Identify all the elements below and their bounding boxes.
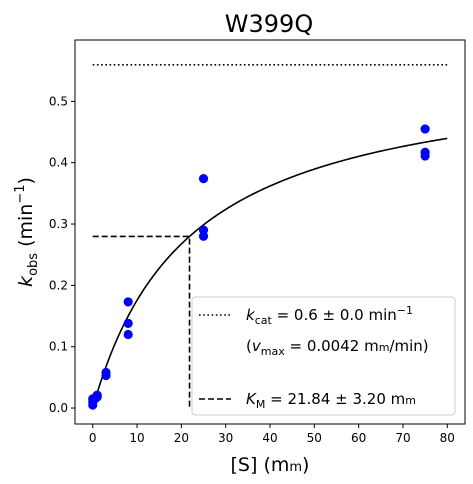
legend-kcat-label: kcat = 0.6 ± 0.0 min−1 bbox=[246, 304, 413, 327]
legend-vmax-label: (vmax = 0.0042 mm/min) bbox=[246, 337, 429, 358]
y-axis-label-sub: obs bbox=[26, 253, 41, 276]
legend: kcat = 0.6 ± 0.0 min−1 (vmax = 0.0042 mm… bbox=[191, 296, 456, 416]
legend-km-text: = 21.84 ± 3.20 m bbox=[265, 390, 405, 408]
x-tick-label: 60 bbox=[351, 431, 366, 445]
legend-vmax-sub: max bbox=[261, 345, 285, 358]
data-point bbox=[123, 329, 133, 340]
legend-vmax-text: = 0.0042 m bbox=[285, 337, 379, 355]
data-point bbox=[92, 390, 102, 400]
plot-area bbox=[88, 63, 448, 410]
x-tick-label: 50 bbox=[307, 431, 322, 445]
curves bbox=[91, 63, 448, 409]
legend-kcat-k: k bbox=[246, 306, 256, 324]
x-axis-label-main: [S] (m bbox=[231, 454, 290, 476]
y-tick-label: 0.5 bbox=[49, 94, 68, 108]
legend-vmax-open: ( bbox=[246, 337, 252, 355]
legend-km-k: K bbox=[246, 390, 257, 408]
x-tick-label: 20 bbox=[174, 431, 189, 445]
legend-km-label: KM = 21.84 ± 3.20 mm bbox=[246, 390, 416, 411]
legend-km-sub: M bbox=[256, 398, 266, 411]
y-axis-label-sup: −1 bbox=[13, 184, 28, 203]
x-tick-label: 80 bbox=[440, 431, 455, 445]
x-tick-label: 40 bbox=[262, 431, 277, 445]
y-axis-ticks: 0.0 0.1 0.2 0.3 0.4 0.5 bbox=[49, 94, 75, 415]
data-point bbox=[101, 367, 111, 378]
data-point bbox=[123, 297, 133, 307]
legend-vmax-close: /min) bbox=[389, 337, 428, 355]
x-tick-label: 70 bbox=[395, 431, 410, 445]
data-point bbox=[420, 124, 430, 134]
x-axis-ticks: 0 10 20 30 40 50 60 70 80 bbox=[89, 424, 455, 445]
legend-vmax-unit: m bbox=[379, 341, 390, 354]
legend-vmax-v: v bbox=[252, 337, 262, 355]
y-axis-label-k: k bbox=[15, 275, 37, 287]
legend-kcat-sub: cat bbox=[255, 314, 273, 327]
data-point bbox=[420, 147, 430, 157]
data-point bbox=[198, 225, 209, 235]
legend-kcat-sup: −1 bbox=[397, 304, 413, 317]
y-tick-label: 0.0 bbox=[49, 401, 68, 415]
legend-kcat-text: = 0.6 ± 0.0 min bbox=[272, 306, 397, 324]
x-axis-label-close: ) bbox=[302, 454, 309, 476]
chart-title: W399Q bbox=[225, 10, 313, 38]
y-tick-label: 0.2 bbox=[49, 278, 68, 292]
y-axis-label: kobs (min−1) bbox=[13, 177, 41, 287]
x-tick-label: 30 bbox=[218, 431, 233, 445]
data-point bbox=[198, 174, 209, 184]
data-point bbox=[123, 318, 133, 328]
x-axis-label: [S] (mm) bbox=[231, 454, 310, 476]
km-dashed-guide bbox=[92, 235, 191, 409]
legend-box bbox=[191, 296, 456, 416]
y-tick-label: 0.4 bbox=[49, 156, 68, 170]
x-tick-label: 10 bbox=[129, 431, 144, 445]
y-axis-label-unit: (min bbox=[15, 204, 37, 253]
x-tick-label: 0 bbox=[89, 431, 97, 445]
y-tick-label: 0.3 bbox=[49, 217, 68, 231]
michaelis-menten-fit-curve bbox=[91, 137, 448, 409]
legend-km-unit: m bbox=[405, 394, 416, 407]
y-axis-label-close: ) bbox=[15, 177, 37, 184]
y-tick-label: 0.1 bbox=[49, 340, 68, 354]
x-axis-label-unit: m bbox=[289, 460, 302, 475]
data-points bbox=[88, 124, 430, 410]
